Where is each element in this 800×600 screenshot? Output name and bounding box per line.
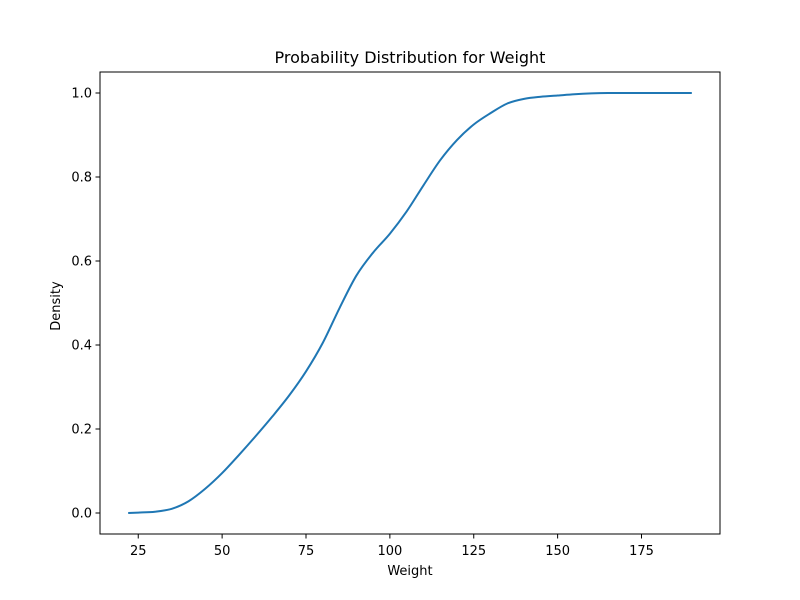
y-tick-label: 0.4 xyxy=(71,339,92,354)
x-tick-label: 75 xyxy=(298,544,315,559)
chart-title: Probability Distribution for Weight xyxy=(275,48,546,67)
x-axis-label: Weight xyxy=(387,564,432,579)
x-axis-ticks: 25 50 75 100 125 150 175 xyxy=(130,534,654,559)
y-tick-label: 0.8 xyxy=(71,171,92,186)
series-line-0 xyxy=(128,91,692,514)
x-tick-label: 150 xyxy=(545,544,570,559)
y-axis-ticks: 0.0 0.2 0.4 0.6 0.8 1.0 xyxy=(71,87,100,522)
x-tick-label: 50 xyxy=(214,544,231,559)
y-tick-label: 1.0 xyxy=(71,87,92,102)
plot-frame xyxy=(99,71,721,535)
y-tick-label: 0.6 xyxy=(71,255,92,270)
y-tick-label: 0.2 xyxy=(71,423,92,438)
x-tick-label: 25 xyxy=(130,544,147,559)
y-axis-label: Density xyxy=(49,281,64,331)
plot-area xyxy=(128,91,692,514)
x-tick-label: 175 xyxy=(629,544,654,559)
x-tick-label: 125 xyxy=(461,544,486,559)
x-tick-label: 100 xyxy=(377,544,402,559)
y-tick-label: 0.0 xyxy=(71,507,92,522)
